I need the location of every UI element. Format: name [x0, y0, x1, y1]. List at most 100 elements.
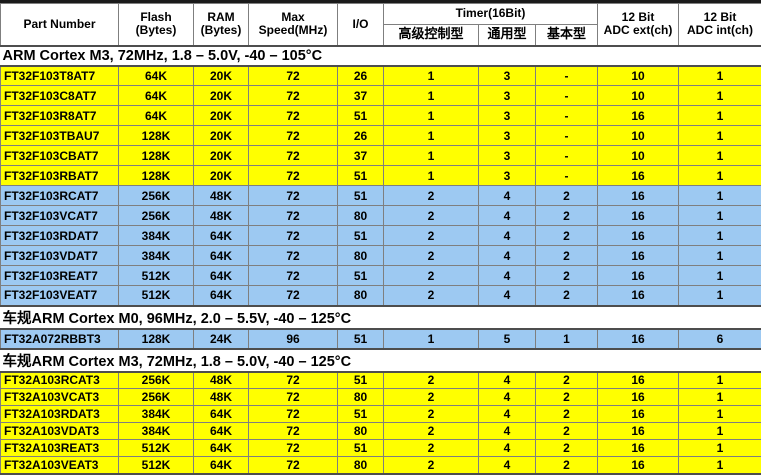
spec-cell: 4	[478, 285, 536, 306]
spec-cell: 1	[678, 405, 761, 423]
spec-cell: 1	[678, 205, 761, 226]
spec-cell: 64K	[193, 422, 249, 440]
cut-off-bottom-row	[0, 473, 761, 475]
spec-cell: 20K	[193, 145, 249, 166]
spec-cell: 2	[534, 371, 599, 389]
spec-cell: 72	[248, 105, 338, 126]
spec-cell: 64K	[193, 265, 249, 286]
spec-cell: 3	[478, 85, 536, 106]
spec-cell: 1	[383, 145, 479, 166]
part-row: FT32F103VCAT7 256K 48K 72 80 2 4 2 16 1	[0, 205, 761, 226]
spec-cell: 1	[678, 105, 761, 126]
part-row: FT32F103RBAT7 128K 20K 72 51 1 3-16 1	[0, 165, 761, 186]
spec-cell: 4	[478, 225, 536, 246]
spec-cell: 80	[337, 285, 384, 306]
spec-cell: 1	[678, 371, 761, 389]
spec-cell: 2	[534, 405, 599, 423]
spec-cell: 512K	[118, 456, 194, 475]
spec-cell: 51	[337, 265, 384, 286]
part-row: FT32A103VEAT3 512K 64K 72 80 2 4 2 16 1	[0, 456, 761, 475]
spec-cell: 512K	[118, 265, 194, 286]
spec-cell: 2	[534, 285, 599, 306]
spec-cell: 72	[248, 225, 338, 246]
spec-cell: 2	[534, 245, 599, 266]
part-row: FT32F103RDAT7 384K 64K 72 51 2 4 2 16 1	[0, 225, 761, 246]
spec-cell: 24K	[193, 328, 249, 349]
spec-cell: 1	[383, 105, 479, 126]
col-header-flash: Flash (Bytes)	[118, 3, 194, 46]
col-header-timer-basic: 基本型	[534, 24, 599, 47]
spec-cell: 1	[678, 245, 761, 266]
spec-cell: 72	[248, 125, 338, 146]
table-header: Part Number Flash (Bytes) RAM (Bytes) Ma…	[0, 3, 761, 47]
spec-cell: 16	[597, 165, 680, 186]
spec-cell: 1	[678, 422, 761, 440]
spec-cell: 384K	[118, 245, 194, 266]
spec-cell: 64K	[118, 85, 194, 106]
spec-cell: 512K	[118, 285, 194, 306]
spec-cell: 128K	[118, 328, 194, 349]
spec-cell: -	[534, 165, 599, 186]
spec-cell: 72	[248, 422, 338, 440]
part-number-cell: FT32A103VCAT3	[0, 388, 119, 406]
part-row: FT32A103RCAT3 256K 48K 72 51 2 4 2 16 1	[0, 371, 761, 389]
spec-cell: 4	[478, 245, 536, 266]
spec-cell: 51	[337, 371, 384, 389]
spec-cell: 16	[597, 185, 680, 206]
spec-cell: 16	[597, 285, 680, 306]
spec-cell: 10	[597, 145, 680, 166]
spec-cell: 1	[678, 456, 761, 475]
spec-cell: 64K	[118, 65, 194, 86]
spec-cell: 16	[597, 456, 680, 475]
spec-cell: 48K	[193, 205, 249, 226]
part-row: FT32F103VEAT7 512K 64K 72 80 2 4 2 16 1	[0, 285, 761, 306]
spec-cell: 80	[337, 422, 384, 440]
spec-cell: 1	[678, 125, 761, 146]
spec-cell: 1	[678, 439, 761, 457]
part-number-cell: FT32A103VDAT3	[0, 422, 119, 440]
part-row: FT32F103TBAU7 128K 20K 72 26 1 3-10 1	[0, 125, 761, 146]
spec-cell: 51	[337, 185, 384, 206]
part-number-cell: FT32F103R8AT7	[0, 105, 119, 126]
spec-cell: -	[534, 65, 599, 86]
spec-cell: 72	[248, 165, 338, 186]
spec-cell: 2	[534, 185, 599, 206]
spec-cell: 2	[383, 371, 479, 389]
header-row-top: Part Number Flash (Bytes) RAM (Bytes) Ma…	[0, 3, 761, 46]
part-row: FT32A103REAT3 512K 64K 72 51 2 4 2 16 1	[0, 439, 761, 457]
spec-cell: 1	[383, 165, 479, 186]
spec-cell: 20K	[193, 125, 249, 146]
spec-cell: 3	[478, 125, 536, 146]
section-title: 车规ARM Cortex M3, 72MHz, 1.8 – 5.0V, -40 …	[0, 347, 761, 373]
spec-cell: 1	[383, 85, 479, 106]
spec-cell: 3	[478, 105, 536, 126]
spec-cell: 72	[248, 456, 338, 475]
spec-cell: 16	[597, 439, 680, 457]
spec-cell: 384K	[118, 405, 194, 423]
spec-cell: 48K	[193, 185, 249, 206]
part-number-cell: FT32F103RDAT7	[0, 225, 119, 246]
spec-cell: 1	[678, 285, 761, 306]
spec-cell: 72	[248, 205, 338, 226]
spec-cell: 384K	[118, 422, 194, 440]
spec-cell: 51	[337, 328, 384, 349]
spec-cell: 51	[337, 439, 384, 457]
part-row: FT32F103RCAT7 256K 48K 72 51 2 4 2 16 1	[0, 185, 761, 206]
spec-cell: 1	[678, 265, 761, 286]
spec-cell: 1	[678, 65, 761, 86]
part-row: FT32F103VDAT7 384K 64K 72 80 2 4 2 16 1	[0, 245, 761, 266]
spec-cell: 1	[678, 85, 761, 106]
spec-cell: 26	[337, 125, 384, 146]
spec-cell: 16	[597, 422, 680, 440]
spec-cell: -	[534, 105, 599, 126]
spec-cell: 256K	[118, 371, 194, 389]
spec-cell: 2	[534, 422, 599, 440]
section-title-row: ARM Cortex M3, 72MHz, 1.8 – 5.0V, -40 – …	[0, 44, 761, 67]
spec-cell: 128K	[118, 165, 194, 186]
spec-cell: 2	[383, 422, 479, 440]
part-number-cell: FT32F103VEAT7	[0, 285, 119, 306]
part-number-cell: FT32F103VDAT7	[0, 245, 119, 266]
spec-cell: 64K	[193, 245, 249, 266]
spec-cell: 384K	[118, 225, 194, 246]
spec-cell: 1	[678, 185, 761, 206]
